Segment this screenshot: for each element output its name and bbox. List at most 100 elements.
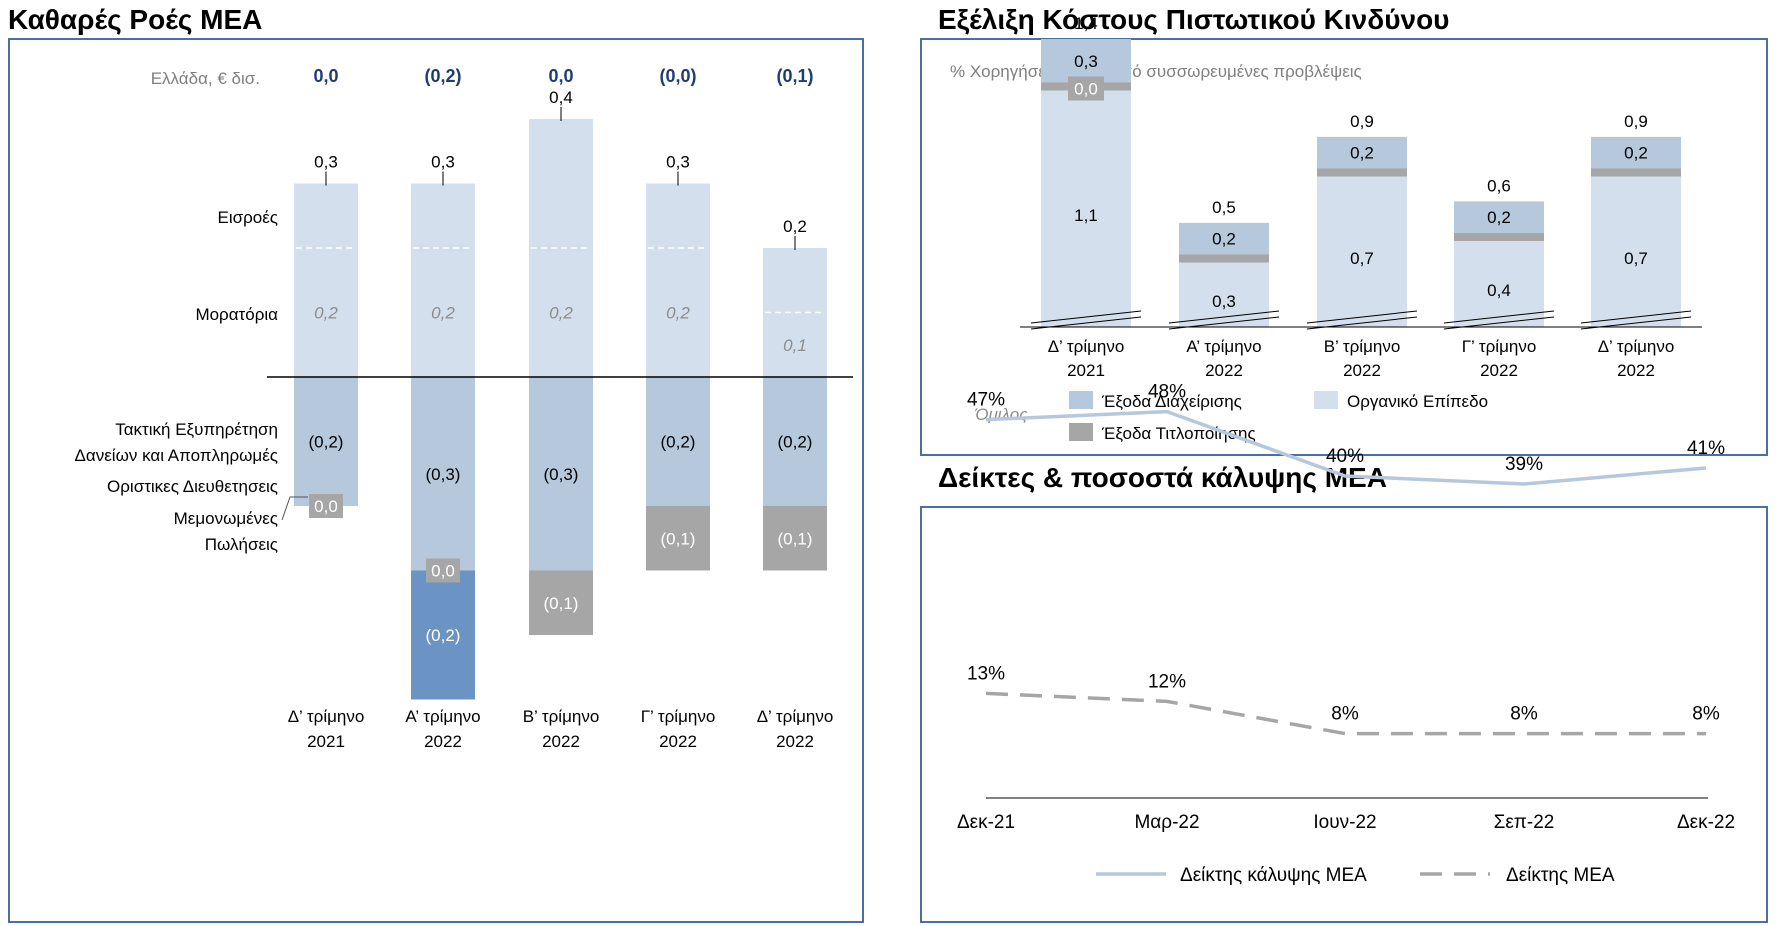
inflow-total-label: 0,3 [314, 153, 338, 172]
inflows-bar [529, 119, 593, 248]
sales-bar [646, 506, 710, 571]
category-label: 2022 [542, 732, 580, 751]
legend-swatch [1069, 423, 1093, 441]
inflows-bar [411, 183, 475, 248]
cor-total-label: 1,4 [1074, 14, 1098, 33]
inflow-total-label: 0,3 [666, 153, 690, 172]
organic-label: 0,3 [1212, 292, 1236, 311]
regular-servicing-bar [763, 377, 827, 506]
coverage-ratio-label: 47% [967, 390, 1005, 411]
organic-label: 0,7 [1350, 249, 1374, 268]
resolutions-badge [309, 494, 343, 518]
category-label: Α’ τρίμηνο [405, 707, 480, 726]
moratoria-label: 0,2 [314, 304, 338, 323]
inflows-bar [646, 183, 710, 248]
category-label: 2022 [1480, 361, 1518, 380]
category-label: Δ’ τρίμηνο [1598, 337, 1675, 356]
category-label: 2022 [424, 732, 462, 751]
admin-expenses-bar [1454, 201, 1544, 233]
legend-label-coverage: Δείκτης κάλυψης ΜΕΑ [1180, 865, 1367, 886]
bottom-right-panel [920, 506, 1768, 923]
npe-ratio-label: 13% [967, 663, 1005, 684]
organic-label: 0,7 [1624, 249, 1648, 268]
category-label: Γ’ τρίμηνο [1462, 337, 1537, 356]
sales-leader-line [281, 496, 308, 521]
inflow-total-label: 0,3 [431, 153, 455, 172]
sales-bar [411, 570, 475, 700]
axis-break-mark [1168, 310, 1280, 324]
moratoria-label: 0,2 [666, 304, 690, 323]
category-label: 2021 [1067, 361, 1105, 380]
cor-total-label: 0,9 [1350, 112, 1374, 131]
category-label: 2021 [307, 732, 345, 751]
admin-expenses-bar [1179, 222, 1269, 255]
npe-ratio-label: 8% [1510, 704, 1538, 725]
npe-ratio-label: 12% [1148, 671, 1186, 692]
net-flow-label: 0,0 [548, 66, 573, 86]
category-label: 2022 [659, 732, 697, 751]
axis-break-mark [1030, 310, 1142, 324]
sales-bar [763, 506, 827, 571]
legend-swatch [1069, 391, 1093, 409]
organic-bar [1591, 176, 1681, 327]
category-label: Δ’ τρίμηνο [288, 707, 365, 726]
securitization-label: 0,0 [1074, 80, 1098, 99]
regular-servicing-label: (0,3) [544, 465, 579, 484]
axis-break-mark [1443, 310, 1555, 324]
regular-servicing-bar [411, 377, 475, 571]
coverage-ratio-label: 48% [1148, 382, 1186, 403]
cor-total-label: 0,6 [1487, 176, 1511, 195]
npe-ratio-line [985, 691, 1706, 736]
cor-total-label: 0,5 [1212, 198, 1236, 217]
moratoria-bar [763, 312, 827, 377]
x-axis-label: Μαρ-22 [1134, 812, 1199, 833]
row-label-moratoria: Μορατόρια [195, 305, 278, 324]
inflows-bar [763, 248, 827, 313]
moratoria-label: 0,2 [431, 304, 455, 323]
left-panel [8, 38, 864, 923]
moratoria-label: 0,2 [549, 304, 573, 323]
regular-servicing-label: (0,2) [661, 433, 696, 452]
regular-servicing-label: (0,3) [426, 465, 461, 484]
sales-label: (0,1) [661, 529, 696, 548]
category-label: Γ’ τρίμηνο [641, 707, 716, 726]
category-label: 2022 [1617, 361, 1655, 380]
moratoria-bar [411, 248, 475, 377]
coverage-ratio-label: 39% [1505, 454, 1543, 475]
category-label: Α’ τρίμηνο [1186, 337, 1261, 356]
top-right-panel [920, 38, 1768, 456]
moratoria-bar [529, 248, 593, 377]
securitization-bar [1179, 254, 1269, 263]
admin-expenses-label: 0,2 [1212, 230, 1236, 249]
x-axis-label: Δεκ-22 [1677, 812, 1735, 833]
net-flow-label: (0,2) [424, 66, 461, 86]
sales-label: (0,2) [426, 626, 461, 645]
row-label-resolutions: Οριστικες Διευθετησεις [107, 477, 278, 496]
axis-break-mark [1580, 310, 1692, 324]
moratoria-bar [646, 248, 710, 377]
regular-servicing-bar [529, 377, 593, 571]
organic-label: 0,4 [1487, 281, 1511, 300]
sales-label: (0,1) [778, 529, 813, 548]
legend-label: Έξοδα Διαχείρισης [1101, 392, 1242, 411]
inflow-total-label: 0,4 [549, 88, 573, 107]
net-flow-label: (0,1) [776, 66, 813, 86]
organic-bar [1041, 90, 1131, 327]
coverage-ratio-line [985, 409, 1707, 486]
coverage-ratio-label: 41% [1687, 438, 1725, 459]
category-label: Δ’ τρίμηνο [757, 707, 834, 726]
admin-expenses-bar [1041, 39, 1131, 83]
admin-expenses-label: 0,2 [1624, 144, 1648, 163]
resolutions-badge [426, 558, 460, 583]
flows-subtitle: Ελλάδα, € δισ. [151, 69, 260, 88]
row-label-regular: Δανείων και Αποπληρωμές [75, 446, 278, 465]
sales-bar [529, 570, 593, 635]
organic-bar [1179, 262, 1269, 327]
organic-label: 1,1 [1074, 206, 1098, 225]
net-flow-label: 0,0 [313, 66, 338, 86]
legend-swatch [1314, 391, 1338, 409]
row-label-sales: Μεμονωμένες [174, 509, 278, 528]
x-axis-label: Ιουν-22 [1313, 812, 1376, 833]
